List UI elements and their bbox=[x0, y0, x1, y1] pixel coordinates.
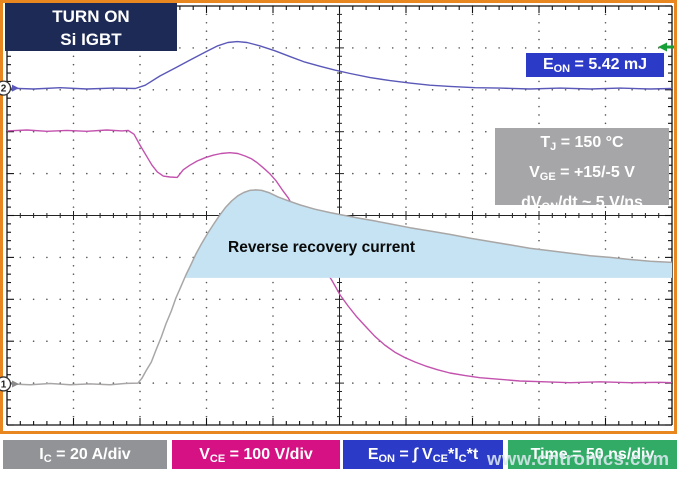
reverse-recovery-label: Reverse recovery current bbox=[228, 239, 415, 256]
channel-1-marker bbox=[0, 376, 12, 392]
condition-vge: VGE = +15/-5 V bbox=[529, 164, 635, 183]
reverse-recovery-shade bbox=[184, 189, 672, 278]
condition-dvdt: dVON/dt ~ 5 V/ns bbox=[521, 194, 643, 213]
watermark-text: www.cntronics.com bbox=[487, 448, 670, 469]
title-box: TURN ON Si IGBT bbox=[5, 3, 177, 51]
channel-2-arrow-icon bbox=[12, 84, 19, 92]
svg-text:2: 2 bbox=[1, 84, 7, 95]
legend-time-scale: Time = 50 ns/div bbox=[508, 440, 677, 469]
trigger-arrow-icon bbox=[658, 42, 674, 52]
channel-1-arrow-icon bbox=[12, 380, 19, 388]
eon-trace bbox=[6, 40, 673, 90]
title-line-1: TURN ON bbox=[52, 7, 130, 26]
test-conditions-box: TJ = 150 °C VGE = +15/-5 V dVON/dt ~ 5 V… bbox=[495, 128, 669, 213]
legend-eon-formula: EON = ∫ VCE*IC*t bbox=[343, 440, 503, 469]
channel-2-marker bbox=[0, 80, 12, 96]
ic-trace bbox=[6, 189, 673, 386]
condition-tj: TJ = 150 °C bbox=[540, 134, 624, 153]
svg-text:1: 1 bbox=[1, 380, 7, 391]
legend-ic-scale: IC = 20 A/div bbox=[3, 440, 167, 469]
legend-vce-scale: VCE = 100 V/div bbox=[172, 440, 340, 469]
vce-trace bbox=[6, 129, 673, 384]
title-line-2: Si IGBT bbox=[60, 30, 122, 49]
eon-energy-badge: EON = 5.42 mJ bbox=[526, 53, 664, 77]
